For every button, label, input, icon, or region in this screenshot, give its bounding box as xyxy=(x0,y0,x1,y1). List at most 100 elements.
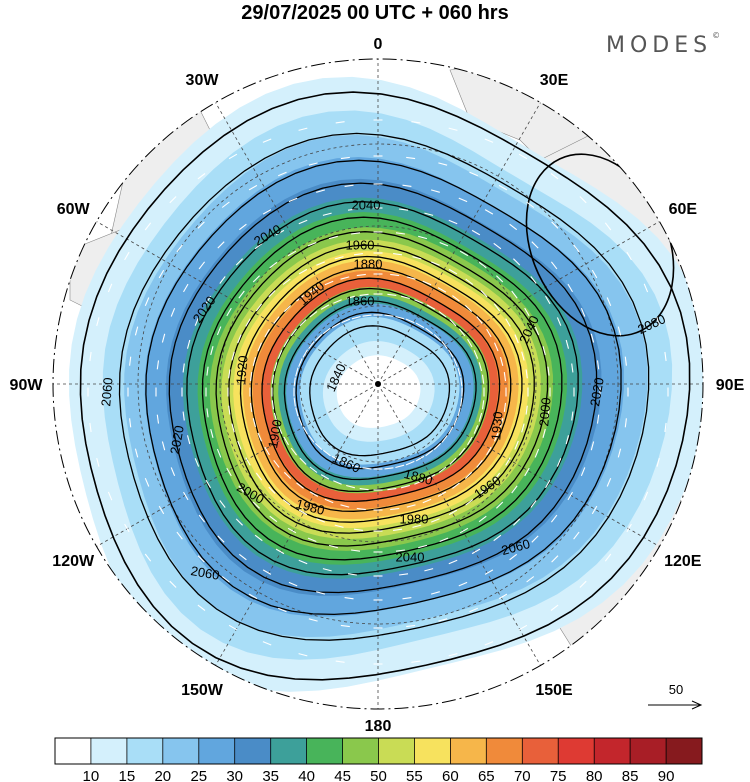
wind-arrow xyxy=(550,604,559,611)
wind-arrow xyxy=(458,447,466,456)
wind-arrow xyxy=(464,471,473,479)
wind-arrow xyxy=(235,258,243,266)
wind-arrow xyxy=(406,276,416,280)
wind-arrow xyxy=(320,304,330,310)
wind-arrow xyxy=(530,276,537,284)
wind-arrow xyxy=(418,544,428,549)
geopotential-contour xyxy=(295,311,465,470)
wind-arrow xyxy=(268,486,276,494)
contour-label: 2040 xyxy=(396,549,425,564)
colorbar-swatch xyxy=(594,738,631,764)
wind-arrow xyxy=(534,448,540,458)
wind-arrow xyxy=(283,471,292,479)
wind-arrow xyxy=(89,422,92,433)
longitude-label: 30W xyxy=(186,72,220,89)
wind-arrow xyxy=(471,548,481,555)
wind-arrow xyxy=(498,593,508,600)
wind-arrow xyxy=(478,515,487,523)
wind-arrow xyxy=(480,486,488,494)
map-title: 29/07/2025 00 UTC + 060 hrs xyxy=(241,2,509,24)
geopotential-contour xyxy=(201,216,563,561)
wind-arrow xyxy=(248,184,258,191)
geopotential-contour xyxy=(79,91,691,681)
wind-arrow xyxy=(252,501,260,509)
colorbar-tick-label: 15 xyxy=(119,768,136,782)
wind-arrow xyxy=(245,318,251,327)
wind-arrow xyxy=(406,156,416,160)
wind-arrow xyxy=(237,440,242,450)
contour-label: 1860 xyxy=(346,293,375,308)
wind-arrow xyxy=(156,414,160,424)
meridian-line xyxy=(96,221,379,385)
colorbar-tick-label: 90 xyxy=(658,768,675,782)
wind-arrow xyxy=(129,418,132,428)
wind-arrow xyxy=(144,553,152,562)
wind-arrow xyxy=(335,660,345,663)
wind-arrow xyxy=(590,441,595,451)
wind-arrow xyxy=(346,484,356,489)
colorbar-tick-label: 20 xyxy=(154,768,171,782)
wind-arrow xyxy=(400,295,410,300)
geopotential-contour xyxy=(261,277,501,502)
wind-arrow xyxy=(406,624,416,628)
wind-arrow xyxy=(459,250,469,257)
colorbar-tick-label: 80 xyxy=(586,768,603,782)
wind-arrow xyxy=(547,366,550,376)
geopotential-contour xyxy=(215,231,549,547)
wind-arrow xyxy=(264,328,270,338)
wind-arrow xyxy=(359,293,369,296)
wind-arrow xyxy=(216,326,222,336)
wind-arrow xyxy=(422,280,432,286)
wind-arrow xyxy=(344,597,354,600)
wind-arrow xyxy=(255,472,263,481)
wind-arrow xyxy=(194,317,200,326)
wind-arrow xyxy=(273,316,280,325)
wind-scale-label: 50 xyxy=(669,682,683,697)
wind-arrow xyxy=(322,449,331,457)
wind-arrow xyxy=(476,316,483,325)
wind-arrow xyxy=(298,653,308,657)
wind-arrow xyxy=(186,339,191,349)
wind-arrow xyxy=(231,423,235,433)
contour-label: 1920 xyxy=(233,355,250,385)
wind-arrow xyxy=(248,593,258,600)
wind-arrow xyxy=(525,369,528,379)
wind-arrow xyxy=(573,244,580,253)
wind-arrow xyxy=(197,604,206,611)
wind-arrow xyxy=(664,351,667,362)
wind-arrow xyxy=(393,528,403,531)
wind-arrow xyxy=(448,653,458,657)
geopotential-contour xyxy=(145,159,622,616)
wind-arrow xyxy=(604,222,612,231)
wind-arrow xyxy=(511,290,518,299)
wind-arrow xyxy=(499,418,504,428)
wind-arrow xyxy=(460,397,463,407)
wind-arrow xyxy=(252,275,260,283)
contour-label: 2060 xyxy=(500,536,532,558)
wind-arrow xyxy=(356,273,366,277)
wind-arrow xyxy=(448,127,458,131)
wind-arrow xyxy=(206,366,209,376)
wind-arrow xyxy=(521,351,525,361)
wind-arrow xyxy=(194,458,200,467)
wind-arrow xyxy=(356,507,366,511)
wind-arrow xyxy=(269,261,278,269)
contour-label: 1960 xyxy=(346,237,375,252)
wind-arrow xyxy=(471,229,481,236)
wind-arrow xyxy=(161,441,166,451)
wind-arrow xyxy=(393,253,403,256)
wind-arrow xyxy=(298,358,303,367)
wind-arrow xyxy=(287,250,297,257)
wind-arrow xyxy=(545,479,551,489)
wind-arrow xyxy=(299,319,307,327)
wind-arrow xyxy=(449,319,457,327)
wind-arrow xyxy=(257,432,263,442)
geopotential-contour xyxy=(186,201,579,576)
meridian-line xyxy=(96,383,379,547)
contour-label: 2040 xyxy=(352,197,381,212)
wind-arrow xyxy=(340,624,350,628)
wind-arrow xyxy=(295,407,299,417)
wind-arrow xyxy=(183,491,189,501)
wind-arrow xyxy=(433,334,441,342)
